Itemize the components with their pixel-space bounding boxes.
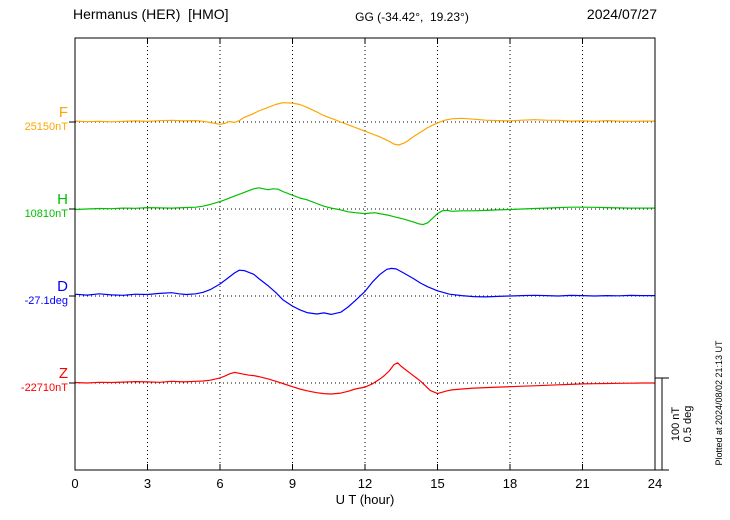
trace-Z	[74, 362, 656, 395]
x-tick-label: 24	[648, 476, 662, 491]
x-tick-label: 6	[216, 476, 223, 491]
trace-name-D: D	[57, 278, 68, 295]
plot-date: 2024/07/27	[586, 6, 657, 22]
x-tick-label: 15	[430, 476, 444, 491]
x-tick-label: 18	[503, 476, 517, 491]
geographic-coordinates: GG (-34.42°, 19.23°)	[355, 10, 469, 24]
scale-label-deg: 0.5 deg	[682, 405, 694, 443]
x-tick-label: 0	[71, 476, 78, 491]
trace-D	[74, 267, 656, 315]
trace-F	[74, 102, 656, 146]
x-tick-label: 21	[575, 476, 589, 491]
trace-baseline-F: 25150nT	[24, 121, 68, 134]
plotted-at-note: Plotted at 2024/08/02 21:13 UT	[714, 340, 724, 466]
station-title: Hermanus (HER) [HMO]	[73, 6, 229, 22]
trace-label-F: F 25150nT	[25, 104, 68, 134]
x-tick-label: 9	[289, 476, 296, 491]
trace-baseline-H: 10810nT	[24, 208, 68, 221]
trace-name-F: F	[58, 104, 68, 121]
trace-name-Z: Z	[58, 365, 68, 382]
plot-border	[74, 37, 656, 471]
trace-baseline-Z: -22710nT	[20, 382, 68, 395]
trace-H	[74, 187, 656, 226]
trace-label-H: H 10810nT	[25, 191, 68, 221]
trace-label-D: D -27.1deg	[25, 278, 68, 308]
trace-baseline-D: -27.1deg	[24, 295, 68, 308]
x-tick-label: 12	[358, 476, 372, 491]
trace-name-H: H	[57, 191, 68, 208]
trace-label-Z: Z -22710nT	[21, 365, 68, 395]
x-tick-label: 3	[144, 476, 151, 491]
x-axis-label: U T (hour)	[336, 492, 395, 507]
